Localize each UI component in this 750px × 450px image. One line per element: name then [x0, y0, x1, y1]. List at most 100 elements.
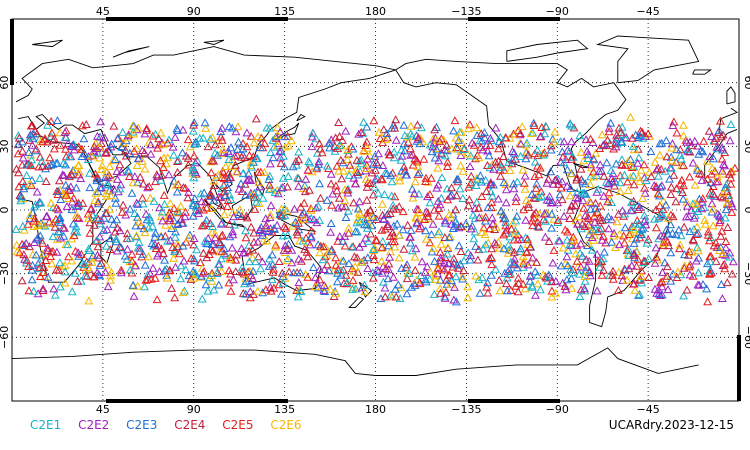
observation-triangle: [269, 283, 279, 292]
observation-triangle: [271, 240, 281, 249]
observation-triangle: [150, 273, 160, 282]
observation-triangle: [356, 210, 366, 218]
observation-triangle: [599, 139, 609, 148]
observation-triangle: [79, 134, 89, 143]
observation-triangle: [541, 216, 551, 225]
observation-triangle: [55, 140, 65, 149]
observation-triangle: [693, 141, 703, 150]
observation-triangle: [471, 271, 481, 280]
observation-triangle: [43, 243, 53, 252]
observation-triangle: [176, 261, 186, 270]
observation-triangle: [129, 291, 139, 300]
observation-triangle: [353, 267, 363, 276]
observation-triangle: [524, 202, 534, 211]
observation-triangle: [107, 214, 117, 223]
observation-triangle: [17, 137, 27, 146]
observation-triangle: [368, 159, 378, 168]
observation-triangle: [421, 176, 431, 185]
observation-triangle: [595, 201, 605, 210]
observation-triangle: [349, 198, 359, 207]
observation-triangle: [452, 142, 461, 151]
observation-triangle: [251, 257, 261, 266]
observation-triangle: [111, 234, 121, 243]
observation-triangle: [146, 274, 156, 283]
observation-triangle: [655, 191, 664, 200]
observation-triangle: [374, 149, 383, 158]
observation-triangle: [70, 165, 80, 174]
observation-triangle: [171, 262, 180, 271]
observation-triangle: [406, 121, 416, 130]
observation-triangle: [195, 258, 205, 266]
observation-triangle: [477, 191, 487, 200]
observation-triangle: [88, 251, 98, 260]
observation-triangle: [14, 168, 23, 177]
observation-triangle: [151, 244, 161, 252]
observation-triangle: [580, 179, 590, 188]
observation-triangle: [64, 252, 73, 261]
observation-triangle: [234, 210, 244, 219]
observation-triangle: [326, 179, 336, 188]
observation-triangle: [535, 209, 544, 218]
observation-triangle: [516, 139, 526, 148]
observation-triangle: [504, 245, 514, 254]
observation-triangle: [698, 147, 708, 156]
observation-triangle: [501, 198, 511, 207]
observation-triangle: [267, 275, 277, 284]
observation-triangle: [127, 249, 137, 258]
observation-triangle: [539, 209, 549, 218]
observation-triangle: [603, 179, 613, 188]
observation-triangle: [721, 243, 731, 252]
observation-triangle: [397, 263, 407, 272]
observation-triangle: [566, 169, 576, 178]
observation-triangle: [52, 265, 62, 274]
observation-triangle: [341, 202, 350, 211]
observation-triangle: [440, 232, 450, 241]
observation-triangle: [519, 178, 529, 187]
observation-triangle: [241, 233, 251, 242]
observation-triangle: [602, 141, 612, 150]
observation-triangle: [316, 193, 325, 202]
observation-triangle: [217, 172, 227, 181]
observation-triangle: [244, 174, 254, 183]
observation-triangle: [140, 148, 149, 157]
observation-triangle: [53, 205, 63, 214]
observation-triangle: [557, 177, 567, 186]
observation-triangle: [517, 122, 527, 131]
observation-triangle: [526, 129, 536, 137]
observation-triangle: [608, 270, 617, 279]
observation-triangle: [216, 201, 226, 210]
observation-triangle: [436, 253, 446, 262]
observation-triangle: [392, 219, 402, 228]
observation-triangle: [172, 239, 182, 248]
observation-triangle: [291, 217, 300, 226]
observation-triangle: [657, 277, 667, 286]
observation-triangle: [205, 191, 215, 200]
observation-triangle: [433, 180, 443, 189]
observation-triangle: [294, 155, 304, 164]
observation-triangle: [231, 267, 241, 275]
observation-triangle: [140, 282, 150, 291]
observation-triangle: [634, 219, 644, 228]
observation-triangle: [581, 135, 591, 144]
observation-triangle: [559, 137, 569, 146]
observation-triangle: [466, 151, 476, 160]
observation-triangle: [624, 245, 634, 254]
observation-triangle: [599, 247, 609, 256]
observation-triangle: [434, 227, 444, 236]
observation-triangle: [79, 259, 89, 268]
observation-triangle: [203, 286, 213, 295]
observation-triangle: [355, 197, 365, 206]
observation-triangle: [709, 154, 719, 163]
observation-triangle: [115, 242, 125, 251]
observation-triangle: [627, 261, 637, 270]
observation-triangle: [518, 259, 528, 268]
observation-triangle: [443, 161, 452, 170]
observation-triangle: [606, 118, 616, 127]
observation-triangle: [720, 213, 730, 222]
observation-triangle: [176, 274, 186, 283]
observation-triangle: [471, 241, 481, 250]
observation-triangle: [424, 214, 434, 223]
observation-triangle: [18, 176, 28, 185]
observation-triangle: [555, 236, 565, 245]
observation-triangle: [491, 264, 501, 273]
